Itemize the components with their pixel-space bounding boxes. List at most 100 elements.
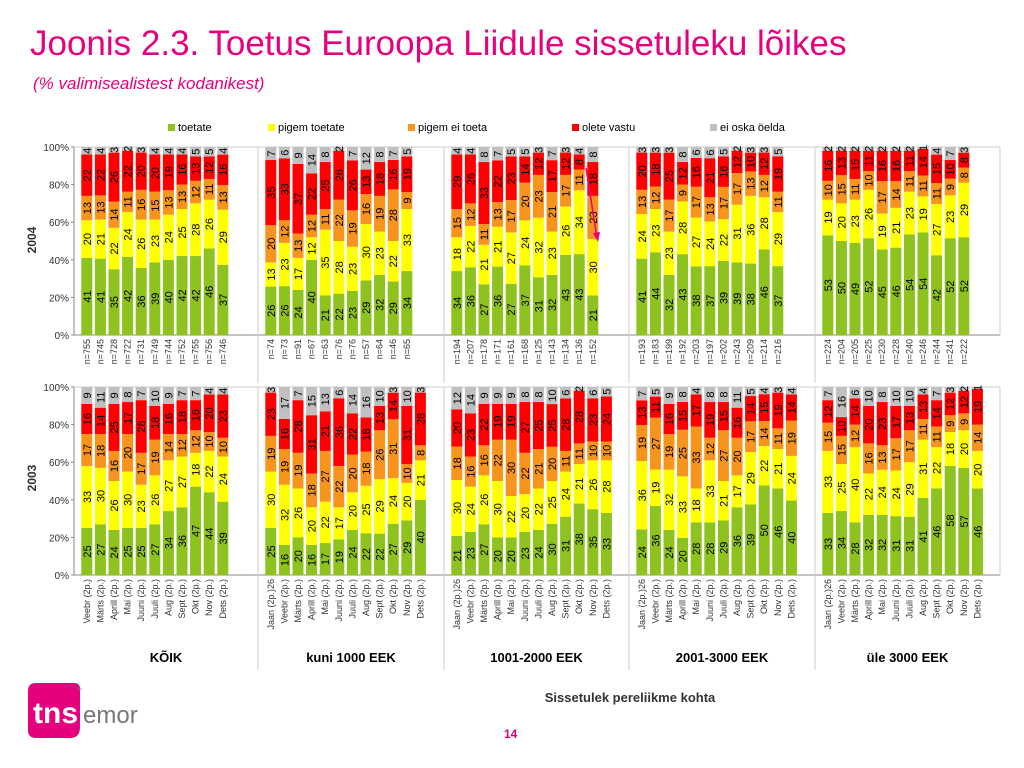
- data-label: 18: [177, 411, 189, 423]
- data-label: 46: [891, 285, 903, 297]
- data-label: 14: [163, 441, 175, 453]
- data-label: 15: [836, 444, 848, 456]
- bar-segment: [319, 229, 331, 296]
- data-label: 8: [415, 450, 427, 456]
- bar-segment: [374, 274, 386, 335]
- bar-segment: [94, 387, 106, 408]
- bar-segment: [492, 160, 504, 203]
- data-label: 30: [452, 502, 464, 514]
- bar-segment: [401, 209, 413, 272]
- data-label: 17: [691, 196, 703, 208]
- bar-segment: [931, 488, 943, 575]
- bar-segment: [903, 191, 915, 235]
- bar-segment: [505, 200, 517, 233]
- data-label: 35: [588, 536, 600, 548]
- data-label: 18: [945, 443, 957, 455]
- bar-segment: [636, 152, 648, 190]
- bar-segment: [414, 445, 426, 461]
- bar-segment: [464, 154, 476, 204]
- data-label: 9: [109, 392, 121, 398]
- bar-segment: [573, 190, 585, 255]
- month-label: Jaan (2p.)26: [452, 579, 462, 630]
- bar-segment: [360, 485, 372, 534]
- bar-segment: [546, 481, 558, 524]
- data-label: 8: [123, 391, 135, 397]
- bar-segment: [81, 434, 93, 466]
- data-label: 18: [361, 428, 373, 440]
- legend-swatch: [408, 124, 415, 131]
- bar-segment: [122, 387, 134, 403]
- data-label: 34: [402, 297, 414, 309]
- bar-segment: [217, 264, 229, 335]
- bar-segment: [532, 488, 544, 530]
- bar-segment: [704, 158, 716, 198]
- bar-segment: [94, 467, 106, 525]
- bar-segment: [360, 194, 372, 225]
- bar-segment: [122, 147, 134, 151]
- bar-segment: [917, 418, 929, 440]
- bar-segment: [203, 432, 215, 451]
- bar-segment: [677, 429, 689, 477]
- data-label: 25: [320, 179, 332, 191]
- bar-segment: [81, 387, 93, 404]
- bar-segment: [346, 387, 358, 414]
- data-label: 25: [109, 421, 121, 433]
- data-label: 20: [520, 507, 532, 519]
- bar-segment: [176, 400, 188, 434]
- data-label: 19: [823, 211, 835, 223]
- data-label: 13: [637, 407, 649, 419]
- data-label: 19: [334, 551, 346, 563]
- bar-segment: [333, 539, 345, 575]
- data-label: 50: [836, 282, 848, 294]
- bar-segment: [265, 435, 277, 472]
- bar-segment: [176, 507, 188, 575]
- bar-segment: [94, 147, 106, 155]
- bar-segment: [162, 403, 174, 434]
- data-label: 6: [705, 150, 717, 156]
- bar-segment: [292, 289, 304, 335]
- y-tick-label: 40%: [49, 496, 69, 507]
- month-label: Aprill (2p.): [109, 579, 119, 620]
- bar-segment: [217, 387, 229, 395]
- bar-segment: [785, 455, 797, 501]
- month-label: Nov (2p.): [588, 579, 598, 616]
- bar-segment: [122, 434, 134, 472]
- month-label: Okt (2p.): [945, 579, 955, 614]
- month-label: Dets (2p.): [786, 579, 796, 619]
- bar-segment: [306, 507, 318, 545]
- bar-segment: [149, 439, 161, 476]
- bar-segment: [690, 157, 702, 187]
- sample-size-label: n=203: [691, 339, 701, 364]
- bar-segment: [835, 203, 847, 241]
- data-label: 36: [637, 489, 649, 501]
- data-label: 16: [465, 465, 477, 477]
- bar-segment: [122, 402, 134, 434]
- data-label: 12: [732, 156, 744, 168]
- bar-segment: [401, 405, 413, 465]
- bar-segment: [745, 147, 757, 153]
- data-label: 13: [163, 196, 175, 208]
- data-label: 36: [493, 295, 505, 307]
- bar-segment: [785, 394, 797, 421]
- sample-size-label: n=74: [266, 339, 276, 359]
- data-label: 16: [891, 160, 903, 172]
- data-label: 9: [678, 190, 690, 196]
- bar-segment: [649, 387, 661, 397]
- bar-segment: [560, 147, 572, 153]
- bar-segment: [573, 464, 585, 504]
- bar-segment: [849, 147, 861, 151]
- bar-segment: [717, 219, 729, 261]
- sample-size-label: n=728: [109, 339, 119, 364]
- data-label: 24: [561, 488, 573, 500]
- data-label: 13: [493, 208, 505, 220]
- data-label: 20: [82, 233, 94, 245]
- bar-segment: [319, 162, 331, 210]
- data-label: 20: [547, 458, 559, 470]
- bar-segment: [677, 147, 689, 163]
- data-label: 7: [347, 151, 359, 157]
- bar-segment: [636, 387, 648, 401]
- data-label: 8: [588, 151, 600, 157]
- data-label: 18: [375, 173, 387, 185]
- data-label: 23: [347, 263, 359, 275]
- bar-segment: [903, 516, 915, 575]
